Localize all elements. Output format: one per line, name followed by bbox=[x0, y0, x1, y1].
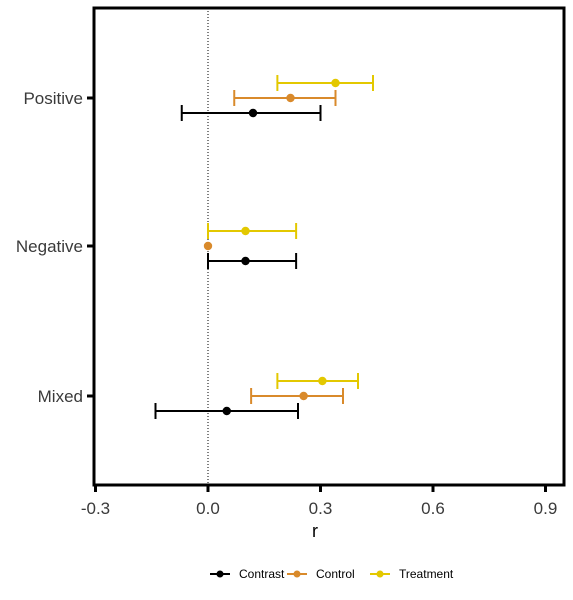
x-axis-title: r bbox=[312, 521, 318, 541]
errorbar-control-negative bbox=[203, 241, 213, 251]
x-tick-label: 0.0 bbox=[196, 499, 220, 518]
legend-item-contrast: Contrast bbox=[210, 567, 285, 581]
errorbar-control-positive bbox=[233, 90, 337, 106]
point-treatment-positive bbox=[331, 78, 340, 88]
legend-key-point bbox=[293, 570, 301, 578]
legend-item-control: Control bbox=[287, 567, 355, 581]
errorbar-treatment-positive bbox=[276, 75, 374, 91]
x-tick-label: 0.3 bbox=[309, 499, 333, 518]
point-treatment-negative bbox=[241, 226, 250, 236]
x-tick-label: -0.3 bbox=[81, 499, 110, 518]
errorbar-contrast-negative bbox=[207, 253, 298, 269]
y-tick-label-positive: Positive bbox=[23, 89, 83, 108]
data-layer bbox=[154, 75, 374, 419]
x-axis: -0.3 0.0 0.3 0.6 0.9 bbox=[81, 485, 557, 518]
point-contrast-positive bbox=[248, 108, 258, 118]
errorbar-treatment-mixed bbox=[276, 373, 359, 389]
errorbar-control-mixed bbox=[250, 388, 344, 404]
point-contrast-mixed bbox=[222, 406, 231, 416]
legend-item-treatment: Treatment bbox=[370, 567, 454, 581]
y-axis: Positive Negative Mixed bbox=[16, 89, 94, 406]
errorbar-contrast-mixed bbox=[154, 403, 299, 419]
y-tick-label-mixed: Mixed bbox=[38, 387, 83, 406]
plot-panel-border bbox=[92, 6, 566, 487]
point-contrast-negative bbox=[241, 256, 250, 266]
x-tick-label: 0.6 bbox=[421, 499, 445, 518]
errorbar-treatment-negative bbox=[207, 223, 298, 239]
point-control-mixed bbox=[299, 391, 308, 401]
point-treatment-mixed bbox=[318, 376, 327, 386]
legend-label: Treatment bbox=[399, 567, 454, 581]
legend-key-point bbox=[376, 570, 384, 578]
y-tick-label-negative: Negative bbox=[16, 237, 83, 256]
point-control-negative bbox=[203, 241, 213, 251]
point-control-positive bbox=[286, 93, 295, 103]
legend-label: Contrast bbox=[239, 567, 285, 581]
legend-key-point bbox=[216, 570, 224, 578]
legend-label: Control bbox=[316, 567, 355, 581]
legend: Contrast Control Treatment bbox=[210, 567, 454, 581]
x-tick-label: 0.9 bbox=[534, 499, 558, 518]
errorbar-contrast-positive bbox=[180, 105, 322, 121]
